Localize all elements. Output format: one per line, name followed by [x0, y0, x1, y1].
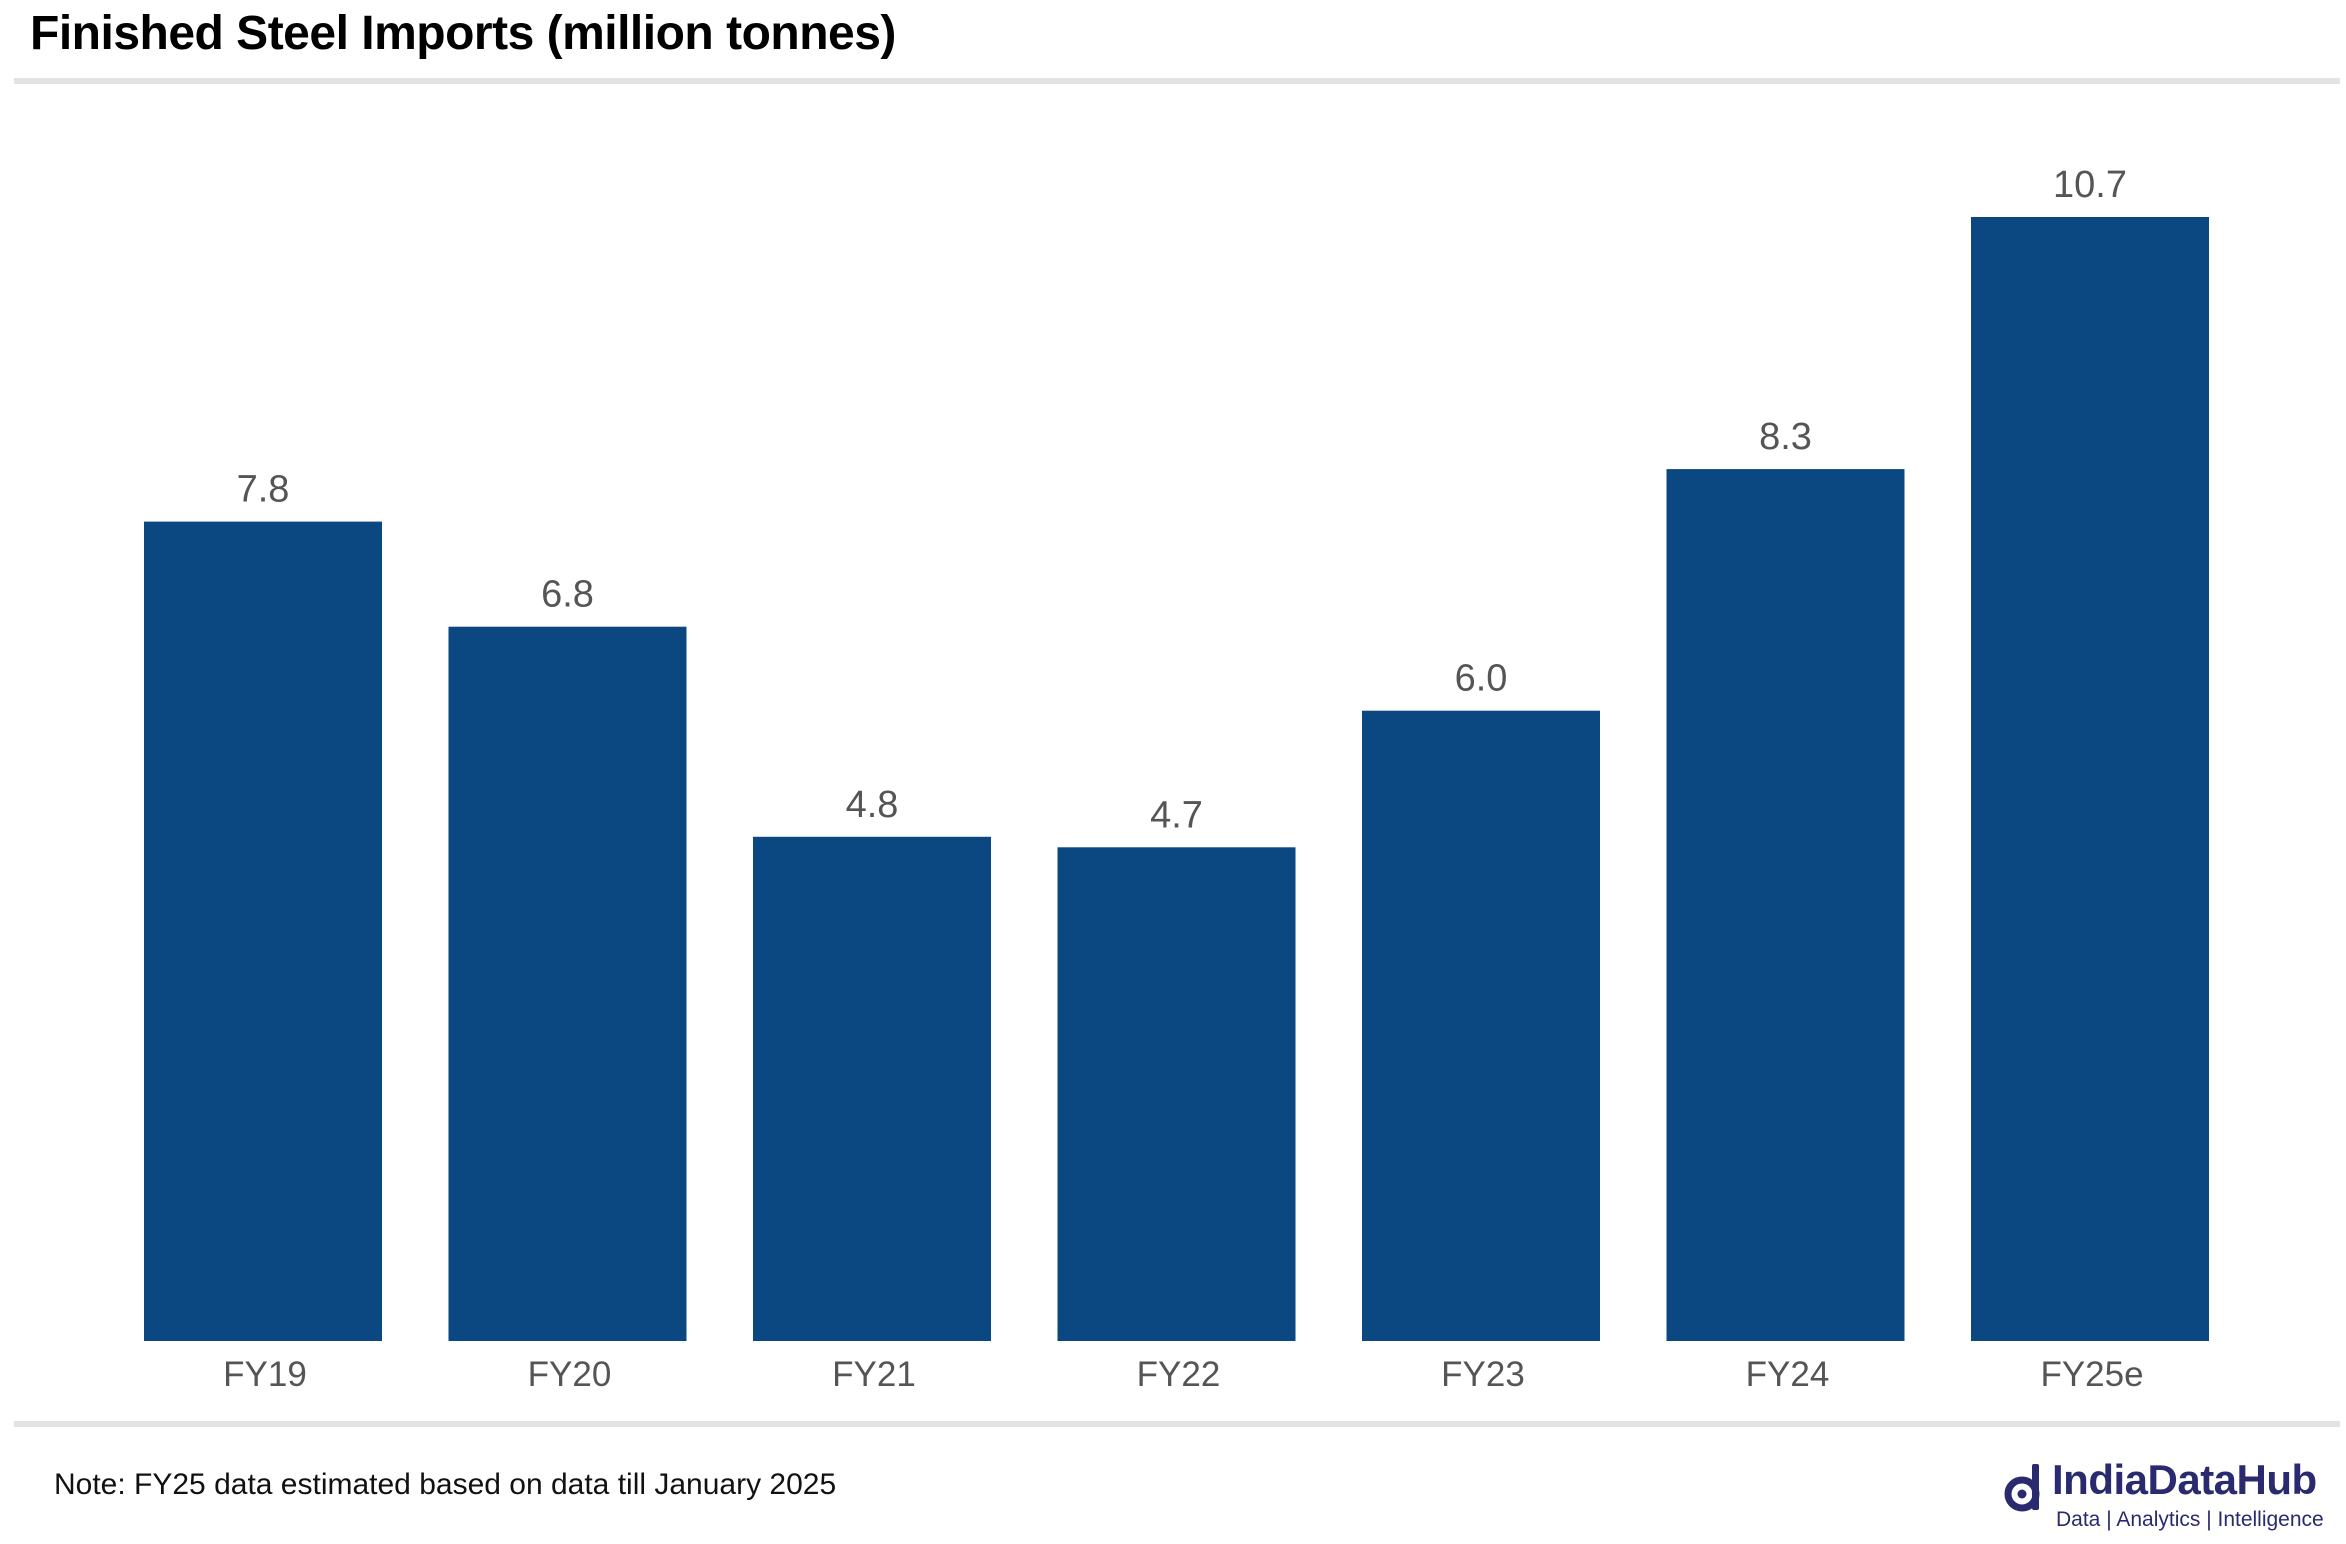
x-tick-label-fy23: FY23 [1441, 1355, 1525, 1394]
x-tick-label-fy20: FY20 [528, 1355, 612, 1394]
bar-fy19 [144, 521, 382, 1341]
x-tick-label-fy22: FY22 [1137, 1355, 1221, 1394]
x-tick-label-fy19: FY19 [223, 1355, 307, 1394]
bar-fy24 [1666, 469, 1905, 1342]
data-label-fy24: 8.3 [1759, 416, 1812, 458]
data-label-fy19: 7.8 [237, 469, 290, 511]
bar-fy21 [753, 836, 991, 1341]
data-label-fy21: 4.8 [846, 784, 899, 826]
logo-mark-icon [2004, 1464, 2040, 1512]
data-label-fy22: 4.7 [1150, 794, 1203, 836]
page-title: Finished Steel Imports (million tonnes) [30, 7, 896, 60]
bar-chart: 7.8 FY19 6.8 FY20 4.8 FY21 4.7 FY22 6.0 FY23 8.3 FY… [144, 164, 2209, 1394]
x-tick-label-fy25e: FY25e [2040, 1355, 2143, 1394]
data-label-fy25e: 10.7 [2053, 164, 2127, 206]
logo-name: IndiaDataHub [2052, 1456, 2317, 1503]
data-label-fy20: 6.8 [541, 574, 594, 616]
x-tick-label-fy21: FY21 [832, 1355, 916, 1394]
x-tick-label-fy24: FY24 [1746, 1355, 1830, 1394]
footnote: Note: FY25 data estimated based on data … [54, 1468, 837, 1501]
logo-tagline: Data | Analytics | Intelligence [2056, 1508, 2324, 1531]
footer-divider [14, 1421, 2340, 1427]
bar-fy25e [1971, 217, 2209, 1341]
bar-fy20 [448, 626, 687, 1341]
bar-fy23 [1362, 710, 1600, 1341]
bar-fy22 [1057, 847, 1296, 1341]
title-divider [14, 78, 2340, 84]
indiadatahub-logo: IndiaDataHub Data | Analytics | Intellig… [2002, 1456, 2332, 1536]
data-label-fy23: 6.0 [1455, 658, 1508, 700]
